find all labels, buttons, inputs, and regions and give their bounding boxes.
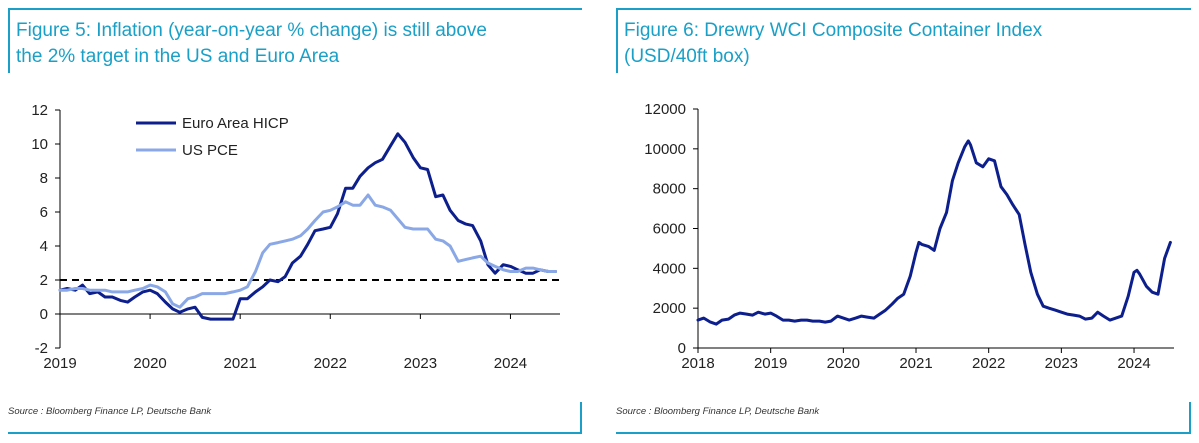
y-tick-label: 12 [31,102,48,119]
figure-6-source-box: Source : Bloomberg Finance LP, Deutsche … [616,402,1191,434]
y-tick-label: 0 [40,306,48,323]
figure-6-source: Source : Bloomberg Finance LP, Deutsche … [616,406,820,417]
y-tick-label: -2 [35,340,48,357]
series-line-series-0 [696,139,1172,326]
y-tick-label: 10000 [644,141,686,158]
y-tick-label: 0 [678,340,686,357]
y-tick-label: 12000 [644,101,686,118]
x-tick-label: 2020 [827,355,860,372]
x-tick-label: 2021 [223,355,256,372]
x-tick-label: 2024 [494,355,527,372]
figure-6-panel: Figure 6: Drewry WCI Composite Container… [608,0,1199,443]
figure-5-panel: Figure 5: Inflation (year-on-year % chan… [0,0,590,443]
figure-6-chart: 0 2000 4000 6000 8000 10000 12000 2018 2019 2020 2… [644,101,1174,372]
figure-5-chart: -2 0 2 4 6 8 10 12 2019 2020 2021 2022 2023 2024 Euro … [31,102,560,372]
figure-6-title-box: Figure 6: Drewry WCI Composite Container… [616,8,1191,73]
x-tick-label: 2023 [404,355,437,372]
y-tick-label: 2 [40,272,48,289]
y-tick-label: 8 [40,170,48,187]
x-tick-label: 2021 [899,355,932,372]
series-line-us-pce [58,193,557,309]
figure-5-source-box: Source : Bloomberg Finance LP, Deutsche … [8,402,582,434]
y-tick-label: 4000 [653,260,686,277]
x-tick-label: 2019 [754,355,787,372]
y-tick-label: 6 [40,204,48,221]
y-tick-label: 10 [31,136,48,153]
x-tick-label: 2018 [681,355,714,372]
figure-5-title-line2: the 2% target in the US and Euro Area [16,46,340,67]
figure-6-title-line2: (USD/40ft box) [624,46,750,67]
legend-label: Euro Area HICP [182,115,289,132]
y-tick-label: 2000 [653,300,686,317]
x-tick-label: 2024 [1117,355,1150,372]
figure-5-title-box: Figure 5: Inflation (year-on-year % chan… [8,8,582,73]
y-tick-label: 8000 [653,181,686,198]
y-tick-label: 4 [40,238,48,255]
x-tick-label: 2019 [43,355,76,372]
figure-5-source: Source : Bloomberg Finance LP, Deutsche … [8,406,212,417]
series-line-euro-area-hicp [58,132,557,321]
y-tick-label: 6000 [653,221,686,238]
legend-label: US PCE [182,142,238,159]
x-tick-label: 2020 [133,355,166,372]
x-tick-label: 2023 [1045,355,1078,372]
x-tick-label: 2022 [314,355,347,372]
x-tick-label: 2022 [972,355,1005,372]
figure-5-title-line1: Figure 5: Inflation (year-on-year % chan… [16,20,488,41]
figure-6-title-line1: Figure 6: Drewry WCI Composite Container… [624,20,1043,41]
